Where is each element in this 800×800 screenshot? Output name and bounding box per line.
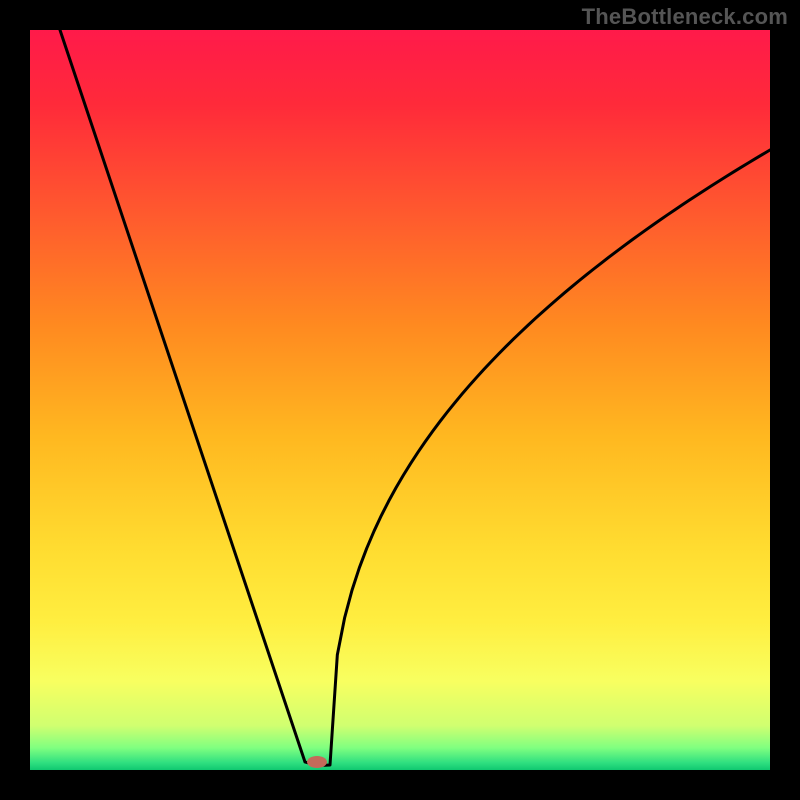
plot-area xyxy=(30,30,770,770)
chart-svg xyxy=(0,0,800,800)
chart-container: TheBottleneck.com xyxy=(0,0,800,800)
minimum-marker-icon xyxy=(307,756,327,768)
watermark-label: TheBottleneck.com xyxy=(582,4,788,30)
